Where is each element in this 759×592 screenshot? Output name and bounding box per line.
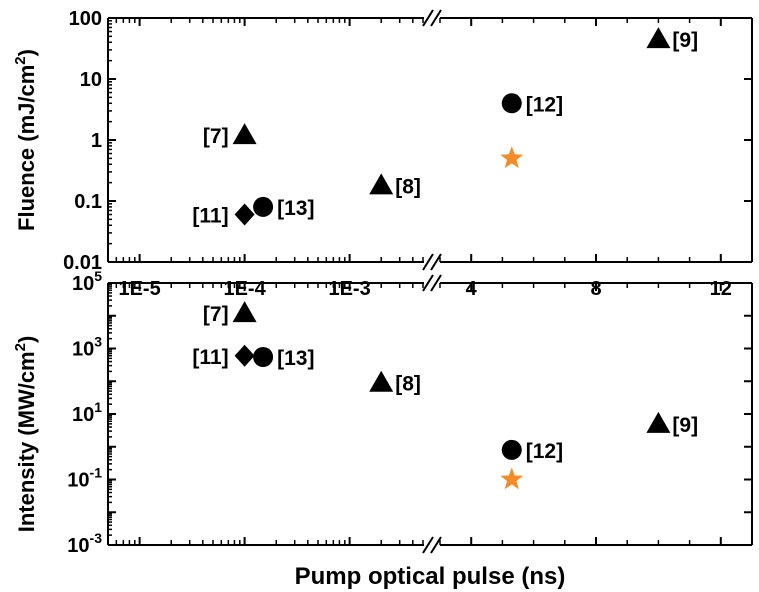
axis-break-mark <box>430 274 442 292</box>
data-point-circle-4 <box>501 439 522 460</box>
x-tick-label: 1E-4 <box>223 278 266 300</box>
axis-break-mark <box>422 9 434 27</box>
data-point-triangle-6 <box>646 27 671 49</box>
ref-label: [12] <box>526 440 563 463</box>
data-point-diamond-1 <box>234 203 255 226</box>
axis-break-mark <box>430 9 442 27</box>
data-point-circle-4 <box>501 93 522 114</box>
plot-frame <box>107 274 753 554</box>
tick-exponent: -1 <box>90 465 103 481</box>
y-axis-title-sup: 2 <box>12 343 29 351</box>
ref-label: [13] <box>277 197 314 220</box>
y-axis-title-sup: 2 <box>12 56 29 64</box>
y-axis-title: Fluence (mJ/cm2) <box>12 49 39 231</box>
tick-base: 10 <box>72 273 94 295</box>
ref-label: [11] <box>192 205 228 228</box>
x-tick-label: 1E-5 <box>118 278 160 300</box>
data-point-triangle-0 <box>232 123 257 145</box>
ref-label: [8] <box>395 373 421 396</box>
y-tick-label: 1 <box>91 130 102 152</box>
data-point-circle-2 <box>253 347 274 368</box>
data-point-triangle-0 <box>232 301 257 323</box>
y-tick-label: 10-3 <box>67 530 102 557</box>
data-point-triangle-6 <box>646 411 671 433</box>
ref-label: [7] <box>203 303 229 326</box>
tick-exponent: 3 <box>94 334 102 350</box>
ref-label: [11] <box>192 346 228 369</box>
y-tick-label: 0.01 <box>63 252 102 274</box>
ref-label: [9] <box>672 29 698 52</box>
data-point-triangle-3 <box>369 370 394 392</box>
y-tick-label: 0.1 <box>74 191 102 213</box>
data-point-star-5 <box>500 467 524 490</box>
x-tick-label: 4 <box>466 278 478 300</box>
y-axis-title-text: Intensity (MW/cm <box>14 351 39 532</box>
x-tick-label: 12 <box>710 278 732 300</box>
axis-break-mark <box>422 536 434 554</box>
y-axis-title: Intensity (MW/cm2) <box>12 336 39 533</box>
x-axis-title: Pump optical pulse (ns) <box>295 563 566 590</box>
ref-label: [12] <box>526 93 563 116</box>
y-tick-label: 101 <box>72 399 102 426</box>
ref-label: [13] <box>277 347 314 370</box>
data-point-circle-2 <box>253 196 274 217</box>
data-point-diamond-1 <box>234 344 255 367</box>
data-point-star-5 <box>500 146 524 169</box>
ref-label: [8] <box>395 175 421 198</box>
y-tick-label: 103 <box>72 334 102 361</box>
tick-base: 10 <box>72 339 94 361</box>
tick-base: 10 <box>67 470 89 492</box>
tick-exponent: 1 <box>94 399 102 415</box>
ref-label: [9] <box>672 414 698 437</box>
shared-elements: 1E-5 1E-4 1E-3 4 8 12 Pump optical pulse (ns) <box>118 278 731 590</box>
y-axis-title-text: Fluence (mJ/cm <box>14 65 39 231</box>
y-tick-label: 105 <box>72 268 102 295</box>
y-axis-title-end: ) <box>14 49 39 56</box>
y-tick-label: 100 <box>69 8 102 30</box>
tick-exponent: -3 <box>90 530 103 546</box>
axis-break-mark <box>422 253 434 271</box>
axis-break-mark <box>422 274 434 292</box>
y-axis-title-end: ) <box>14 336 39 343</box>
tick-base: 10 <box>67 535 89 557</box>
y-tick-label: 10 <box>80 69 102 91</box>
y-tick-label: 10-1 <box>67 465 102 492</box>
axis-break-mark <box>430 253 442 271</box>
tick-base: 10 <box>72 404 94 426</box>
ref-label: [7] <box>203 125 229 148</box>
axis-break-mark <box>430 536 442 554</box>
data-point-triangle-3 <box>369 173 394 195</box>
fluence-panel: 0.01 0.1 1 10 100 Fluence (mJ/cm2) [7] [11] [13]… <box>12 8 753 274</box>
x-tick-label: 1E-3 <box>328 278 370 300</box>
tick-exponent: 5 <box>94 268 102 284</box>
x-tick-label: 8 <box>590 278 601 300</box>
